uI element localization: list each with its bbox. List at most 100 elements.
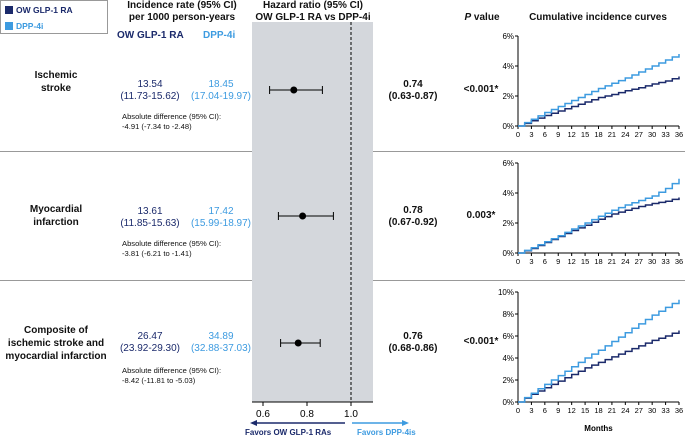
curve-y-tick-label: 2% xyxy=(502,219,514,228)
glp1-ci: (11.85-15.63) xyxy=(120,218,180,229)
p-value-header-suffix: value xyxy=(471,12,500,23)
legend-label-glp1: OW GLP-1 RA xyxy=(16,4,73,15)
glp1-rate-cell: 13.61 (11.85-15.63) xyxy=(112,206,188,230)
curve-y-tick-label: 2% xyxy=(502,376,514,385)
curve-series-glp1 xyxy=(518,330,680,403)
absolute-difference-title: Absolute difference (95% CI): xyxy=(122,239,222,248)
curve-series-glp1 xyxy=(518,76,680,127)
curve-y-tick-label: 6% xyxy=(502,332,514,341)
favors-left-label: Favors OW GLP-1 RAs xyxy=(245,428,332,437)
curve-x-tick-label: 36 xyxy=(675,257,683,266)
curve-x-tick-label: 21 xyxy=(608,406,616,415)
hazard-header-line2: OW GLP-1 RA vs DPP-4i xyxy=(255,12,371,23)
forest-tick-label: 0.6 xyxy=(256,409,270,420)
dpp4-ci: (17.04-19.97) xyxy=(190,91,252,102)
hazard-ratio-point xyxy=(299,212,307,220)
legend-swatch-dpp4 xyxy=(5,21,13,30)
curve-x-tick-label: 30 xyxy=(648,406,656,415)
p-value-header: P value xyxy=(452,12,512,24)
curve-x-tick-label: 9 xyxy=(556,257,560,266)
row-label-myocardial-infarction: Myocardial infarction xyxy=(0,203,112,229)
forest-shade xyxy=(252,22,373,402)
row-label-composite: Composite of ischemic stroke and myocard… xyxy=(0,324,112,363)
hazard-ratio-cell: 0.76 (0.68-0.86) xyxy=(378,331,448,355)
glp1-rate-cell: 26.47 (23.92-29.30) xyxy=(112,331,188,355)
curve-x-tick-label: 6 xyxy=(543,406,547,415)
curve-x-tick-label: 27 xyxy=(635,130,643,139)
curve-x-tick-label: 15 xyxy=(581,130,589,139)
absolute-difference: Absolute difference (95% CI): -8.42 (-11… xyxy=(122,366,252,385)
dpp4-rate-cell: 17.42 (15.99-18.97) xyxy=(186,206,256,230)
legend: OW GLP-1 RA DPP-4i xyxy=(0,0,108,34)
curve-x-tick-label: 18 xyxy=(594,257,602,266)
curve-y-tick-label: 10% xyxy=(498,288,514,297)
curve-x-tick-label: 12 xyxy=(567,257,575,266)
glp1-rate: 26.47 xyxy=(137,331,163,342)
dpp4-rate-cell: 34.89 (32.88-37.03) xyxy=(186,331,256,355)
curve-x-tick-label: 33 xyxy=(661,257,669,266)
glp1-rate: 13.54 xyxy=(137,79,163,90)
hazard-ratio-ci: (0.63-0.87) xyxy=(388,91,438,102)
curve-y-tick-label: 4% xyxy=(502,62,514,71)
legend-swatch-glp1 xyxy=(5,5,13,14)
curve-x-tick-label: 30 xyxy=(648,257,656,266)
curve-x-axis-label: Months xyxy=(584,424,613,433)
curve-x-tick-label: 36 xyxy=(675,130,683,139)
dpp4-ci: (32.88-37.03) xyxy=(190,343,252,354)
incidence-header-line1: Incidence rate (95% CI) xyxy=(127,0,237,11)
glp1-ci: (11.73-15.62) xyxy=(120,91,180,102)
absolute-difference-title: Absolute difference (95% CI): xyxy=(122,112,222,121)
dpp4-rate: 34.89 xyxy=(208,331,234,342)
forest-tick-label: 1.0 xyxy=(344,409,358,420)
glp1-rate: 13.61 xyxy=(137,206,163,217)
curve-x-tick-label: 0 xyxy=(516,130,520,139)
absolute-difference-title: Absolute difference (95% CI): xyxy=(122,366,222,375)
row-label-line: infarction xyxy=(33,217,79,228)
hazard-ratio-cell: 0.74 (0.63-0.87) xyxy=(378,79,448,103)
curve-y-tick-label: 8% xyxy=(502,310,514,319)
curve-x-tick-label: 12 xyxy=(567,130,575,139)
dpp4-rate: 18.45 xyxy=(208,79,234,90)
favors-right-arrowhead xyxy=(402,420,409,426)
favors-left-arrowhead xyxy=(250,420,257,426)
glp1-rate-cell: 13.54 (11.73-15.62) xyxy=(112,79,188,103)
curve-x-tick-label: 36 xyxy=(675,406,683,415)
incidence-header-line2: per 1000 person-years xyxy=(128,12,236,23)
hazard-ratio-value: 0.76 xyxy=(403,331,423,342)
curve-y-tick-label: 6% xyxy=(502,32,514,41)
curve-x-tick-label: 21 xyxy=(608,130,616,139)
curve-x-tick-label: 3 xyxy=(529,406,533,415)
row-label-line: Myocardial xyxy=(29,204,83,215)
hazard-ratio-ci: (0.68-0.86) xyxy=(388,343,438,354)
absolute-difference-value: -8.42 (-11.81 to -5.03) xyxy=(122,375,196,385)
curve-y-tick-label: 0% xyxy=(502,122,514,131)
curve-x-tick-label: 30 xyxy=(648,130,656,139)
absolute-difference-value: -4.91 (-7.34 to -2.48) xyxy=(122,121,192,131)
hazard-header: Hazard ratio (95% CI) OW GLP-1 RA vs DPP… xyxy=(252,0,374,24)
favors-right-label: Favors DPP-4is xyxy=(357,428,416,437)
hazard-ratio-point xyxy=(290,86,298,94)
curve-x-tick-label: 6 xyxy=(543,257,547,266)
hazard-header-line1: Hazard ratio (95% CI) xyxy=(262,0,364,11)
absolute-difference: Absolute difference (95% CI): -4.91 (-7.… xyxy=(122,112,252,131)
absolute-difference: Absolute difference (95% CI): -3.81 (-6.… xyxy=(122,239,252,258)
curve-series-dpp4 xyxy=(518,54,680,127)
row-label-line: stroke xyxy=(40,83,71,94)
curve-series-dpp4 xyxy=(518,178,680,254)
curve-x-tick-label: 27 xyxy=(635,406,643,415)
hazard-ratio-point xyxy=(294,339,302,347)
curve-x-tick-label: 24 xyxy=(621,406,629,415)
curve-x-tick-label: 3 xyxy=(529,257,533,266)
curve-y-tick-label: 4% xyxy=(502,189,514,198)
row-label-line: Ischemic xyxy=(34,70,78,81)
curve-series-dpp4 xyxy=(518,299,680,403)
curve-x-tick-label: 3 xyxy=(529,130,533,139)
curve-x-tick-label: 18 xyxy=(594,130,602,139)
curve-y-tick-label: 2% xyxy=(502,92,514,101)
curve-x-tick-label: 0 xyxy=(516,257,520,266)
row-label-ischemic-stroke: Ischemic stroke xyxy=(0,69,112,95)
curve-y-tick-label: 6% xyxy=(502,159,514,168)
hazard-ratio-cell: 0.78 (0.67-0.92) xyxy=(378,205,448,229)
